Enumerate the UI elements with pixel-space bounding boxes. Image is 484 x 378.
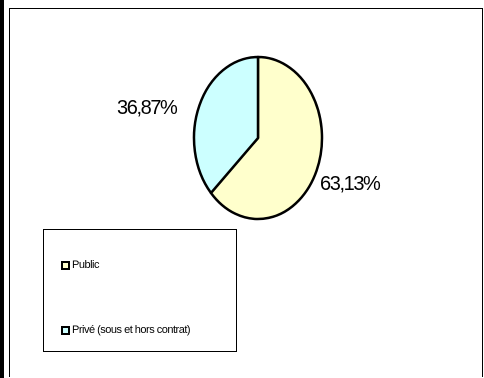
pie-slice-prive bbox=[192, 55, 260, 195]
legend-item-public: Public bbox=[61, 259, 99, 271]
chart-area bbox=[9, 8, 483, 377]
pie-slices bbox=[192, 55, 324, 221]
window-left-edge bbox=[0, 0, 4, 378]
legend-item-prive: Privé (sous et hors contrat) bbox=[61, 324, 191, 336]
legend: Public Privé (sous et hors contrat) bbox=[43, 229, 237, 352]
legend-swatch-public bbox=[61, 260, 70, 270]
data-label-public: 63,13% bbox=[320, 173, 381, 195]
legend-label-prive: Privé (sous et hors contrat) bbox=[72, 324, 191, 336]
pie-slice-public bbox=[209, 55, 324, 221]
legend-swatch-prive bbox=[61, 325, 70, 335]
legend-label-public: Public bbox=[72, 259, 99, 271]
data-label-prive: 36,87% bbox=[117, 97, 178, 119]
